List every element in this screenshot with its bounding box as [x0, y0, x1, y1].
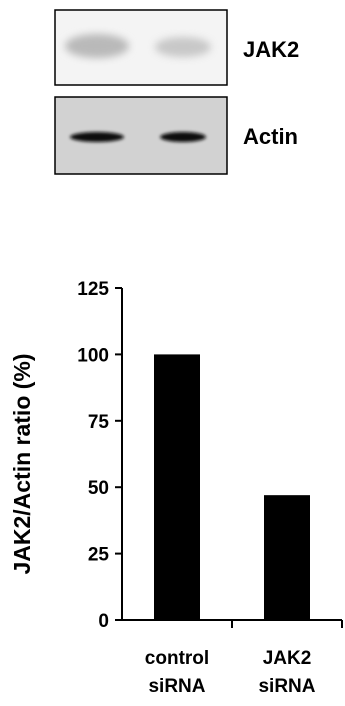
y-tick-label: 25: [88, 545, 110, 566]
bar-chart: JAK2/Actin ratio (%) 0 25 50 75 100 125 contr…: [9, 279, 343, 697]
y-tick-label: 50: [88, 478, 109, 499]
bar: [264, 495, 310, 620]
actin-band-lane1: [70, 132, 124, 142]
category-label: siRNA: [258, 676, 315, 697]
jak2-band-lane1: [65, 34, 129, 58]
bars: [154, 354, 310, 620]
y-tick-label: 0: [98, 611, 109, 632]
y-axis-ticks: 0 25 50 75 100 125: [77, 279, 343, 632]
y-tick-label: 125: [77, 279, 109, 300]
jak2-band-lane2: [155, 37, 211, 57]
y-tick-label: 75: [88, 412, 110, 433]
jak2-blot: JAK2: [54, 9, 299, 86]
y-axis-title: JAK2/Actin ratio (%): [9, 353, 35, 574]
blot-label-jak2: JAK2: [243, 37, 299, 62]
category-label: siRNA: [148, 676, 205, 697]
actin-band-lane2: [160, 132, 206, 142]
bar: [154, 354, 200, 620]
actin-blot: Actin: [54, 96, 298, 175]
category-label: control: [145, 648, 209, 669]
y-tick-label: 100: [77, 345, 109, 366]
blot-label-actin: Actin: [243, 124, 298, 149]
category-label: JAK2: [263, 648, 312, 669]
category-labels: control siRNA JAK2 siRNA: [145, 648, 316, 697]
